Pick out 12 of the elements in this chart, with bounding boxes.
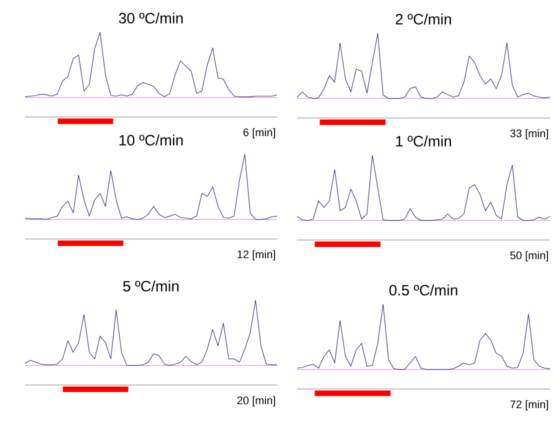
- text: 33 [min]: [510, 129, 548, 140]
- chart-title: 1 ºC/min: [396, 136, 451, 146]
- chart-title: 5 ºC/min: [123, 280, 178, 292]
- chart-title: 2 ºC/min: [396, 14, 451, 24]
- text: 20 [min]: [237, 396, 276, 406]
- text: 12 [min]: [238, 250, 276, 260]
- chart-title: 30 ºC/min: [118, 12, 183, 24]
- text: 72 [min]: [510, 400, 548, 410]
- chart-title: 10 ºC/min: [120, 134, 183, 146]
- text: 6 [min]: [243, 128, 276, 138]
- chart-title: 0.5 ºC/min: [389, 284, 458, 296]
- text: 50 [min]: [510, 251, 548, 262]
